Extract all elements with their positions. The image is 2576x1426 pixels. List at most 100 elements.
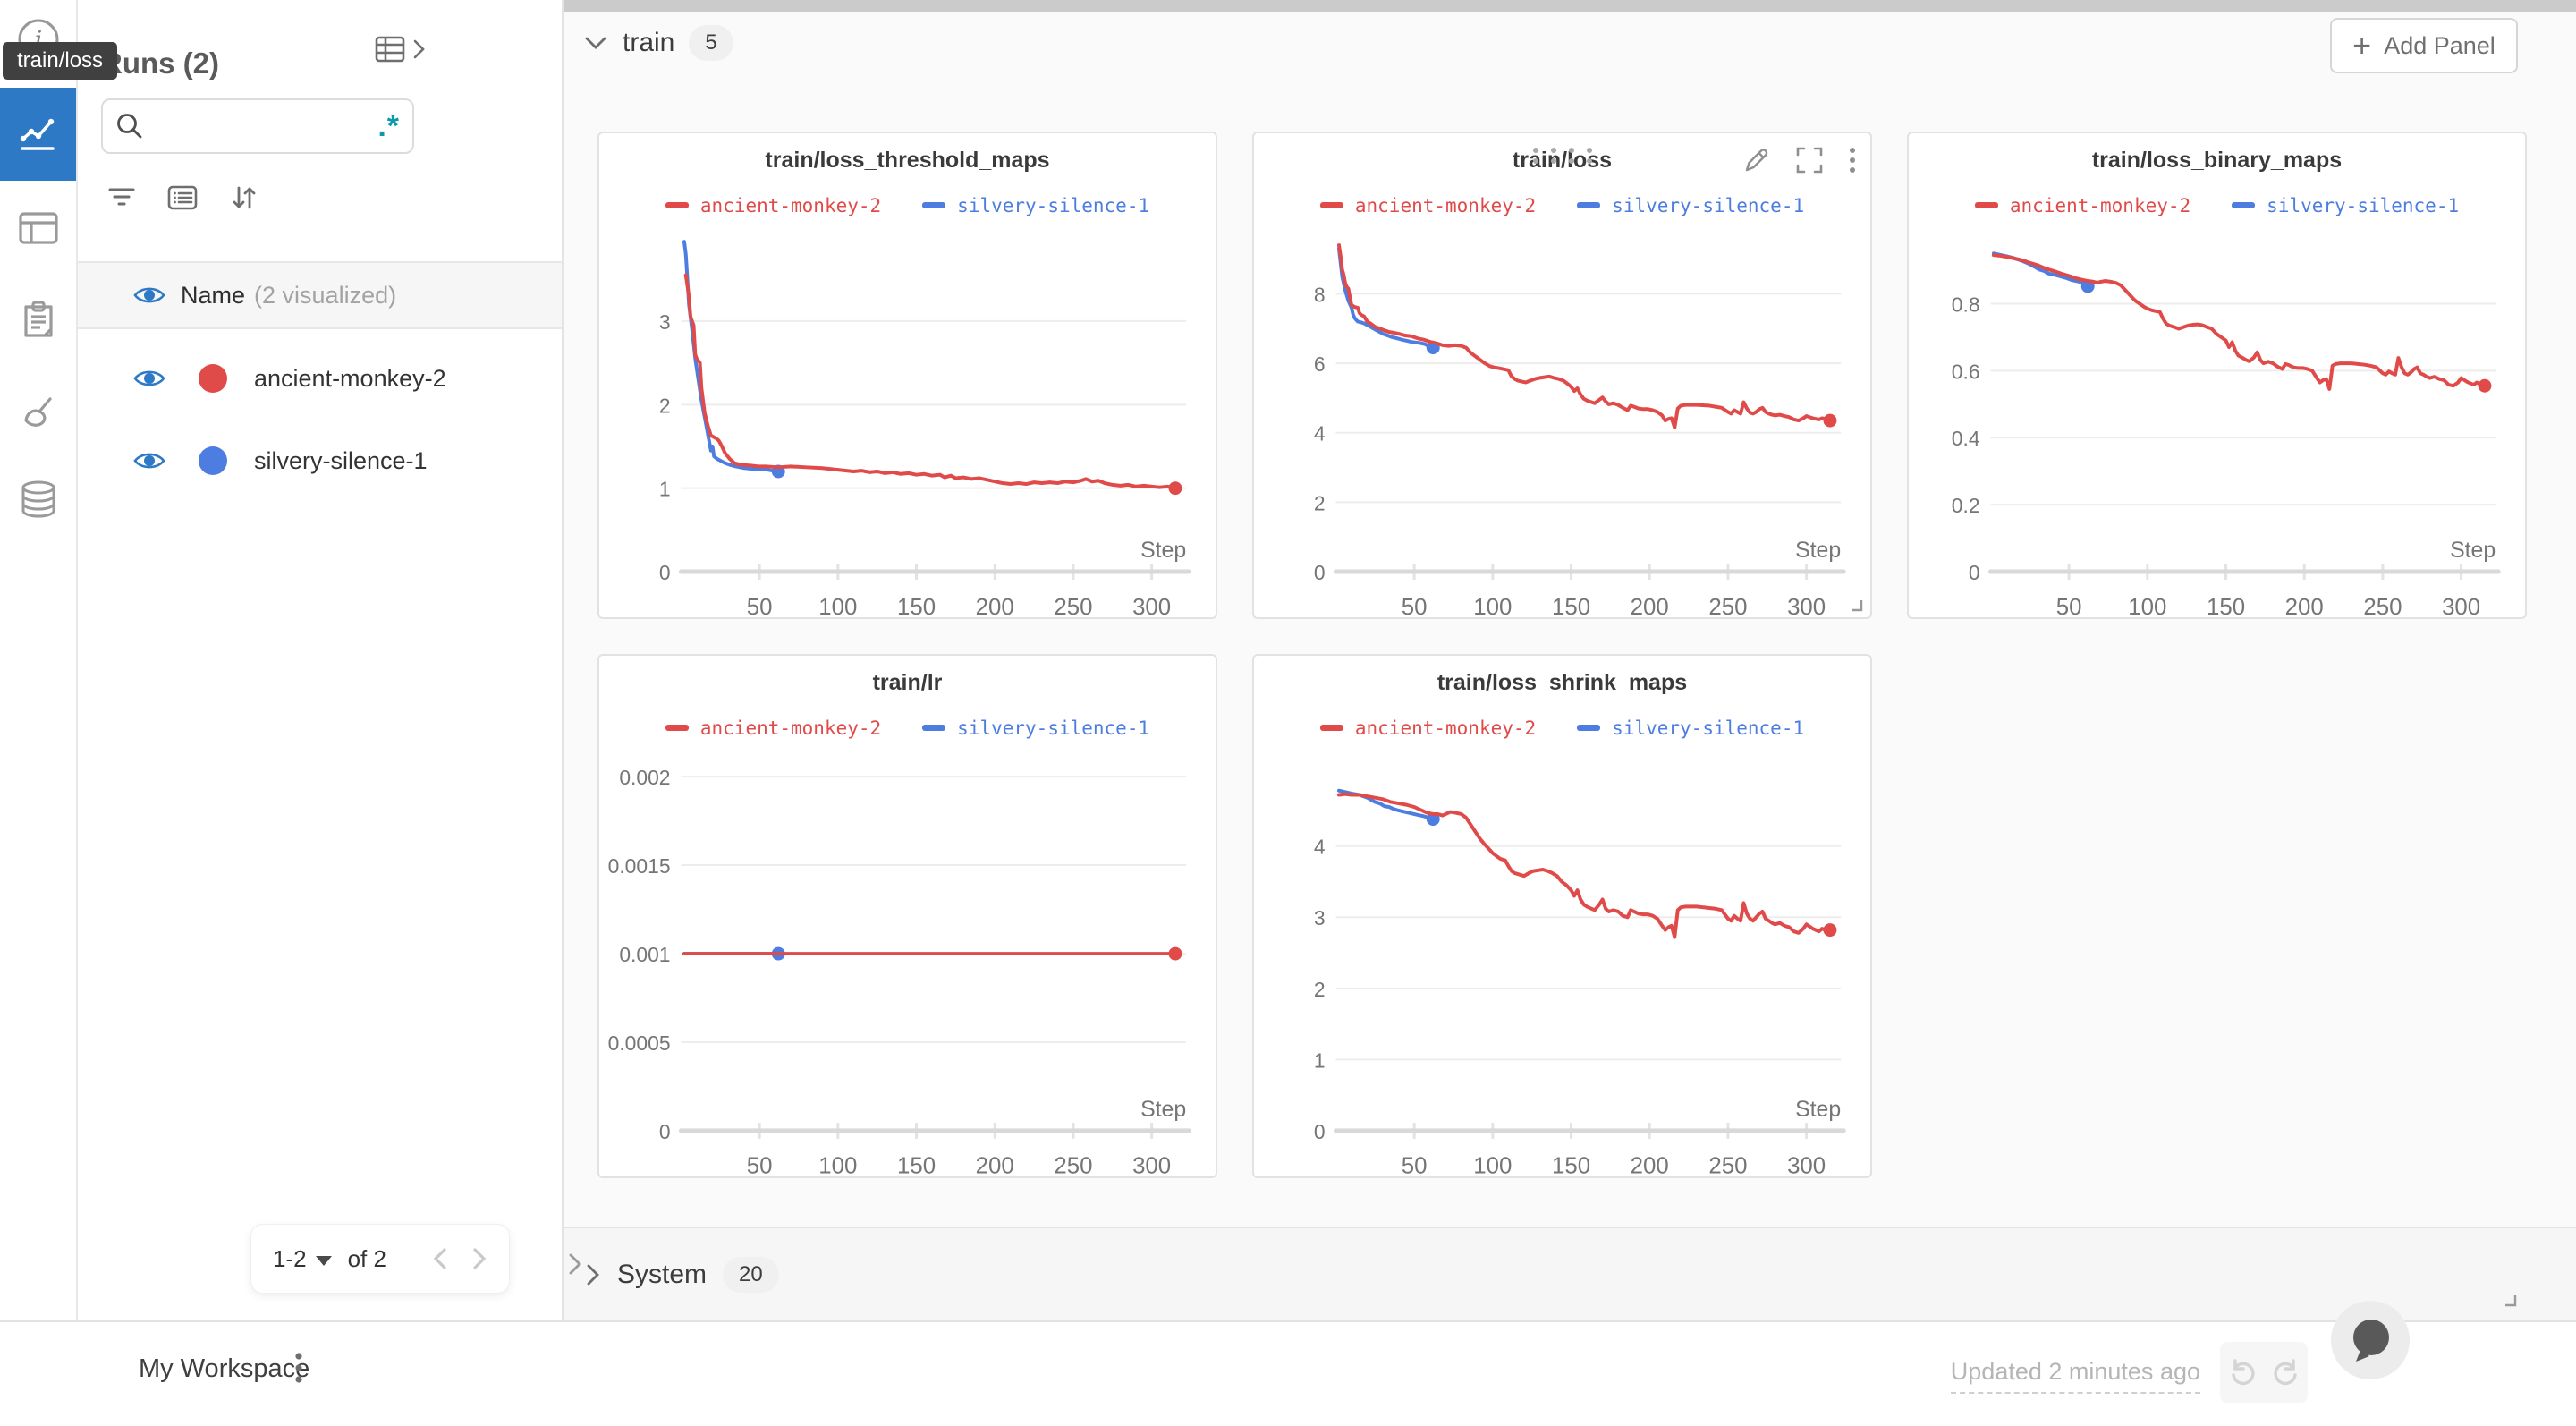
pagination-range[interactable]: 1-2 bbox=[273, 1244, 307, 1272]
legend-item[interactable]: silvery-silence-1 bbox=[2232, 195, 2459, 216]
legend-dash-icon bbox=[1577, 202, 1601, 209]
series-line-silvery-silence-1 bbox=[682, 239, 781, 473]
legend-dash-icon bbox=[922, 202, 946, 209]
legend-dash-icon bbox=[665, 202, 689, 209]
eye-icon[interactable] bbox=[132, 284, 166, 307]
chart-title: train/lr bbox=[872, 670, 943, 695]
chart-legend: ancient-monkey-2 silvery-silence-1 bbox=[1909, 192, 2525, 219]
legend-item[interactable]: ancient-monkey-2 bbox=[1319, 717, 1536, 739]
legend-item[interactable]: ancient-monkey-2 bbox=[1319, 195, 1536, 216]
redo-button[interactable] bbox=[2264, 1342, 2308, 1403]
filter-button[interactable] bbox=[108, 184, 135, 211]
svg-text:100: 100 bbox=[1473, 1153, 1512, 1178]
legend-run-label: ancient-monkey-2 bbox=[699, 717, 882, 739]
legend-item[interactable]: ancient-monkey-2 bbox=[665, 195, 881, 216]
svg-text:100: 100 bbox=[818, 1153, 857, 1178]
svg-text:0.4: 0.4 bbox=[1952, 427, 1980, 450]
run-row[interactable]: ancient-monkey-2 bbox=[76, 340, 562, 417]
chevron-right-icon bbox=[585, 1262, 601, 1287]
system-section-header[interactable]: System 20 bbox=[564, 1227, 2576, 1322]
legend-item[interactable]: ancient-monkey-2 bbox=[665, 717, 881, 739]
svg-text:i: i bbox=[34, 27, 41, 54]
svg-text:250: 250 bbox=[1708, 595, 1747, 620]
fullscreen-icon[interactable] bbox=[1795, 146, 1824, 174]
chart-plot[interactable]: 0 2 4 6 8 50 100 150 200 250 300 Step bbox=[1254, 219, 1870, 628]
help-chat-button[interactable] bbox=[2331, 1301, 2410, 1379]
run-list-header-row[interactable]: Name (2 visualized) bbox=[76, 261, 562, 329]
legend-item[interactable]: silvery-silence-1 bbox=[1577, 195, 1804, 216]
regex-toggle[interactable]: .* bbox=[377, 109, 400, 143]
svg-text:0.002: 0.002 bbox=[619, 766, 670, 789]
sidebar-expand-chevron-icon[interactable] bbox=[567, 1251, 583, 1277]
chart-plot[interactable]: 0 1 2 3 4 50 100 150 200 250 300 Step bbox=[1254, 742, 1870, 1187]
rail-item-sweeps[interactable] bbox=[0, 374, 76, 454]
pagination-next-button[interactable] bbox=[471, 1246, 487, 1271]
chart-plot[interactable]: 0 0.0005 0.001 0.0015 0.002 50 100 150 200 250 300… bbox=[599, 742, 1216, 1187]
expand-runs-table-button[interactable] bbox=[375, 34, 427, 64]
horizontal-scrollbar[interactable] bbox=[564, 0, 2576, 12]
chart-panel-loss-shrink-maps[interactable]: train/loss_shrink_maps ancient-monkey-2 s… bbox=[1252, 654, 1872, 1178]
svg-text:50: 50 bbox=[747, 595, 773, 620]
workspace-kebab-menu-icon[interactable] bbox=[295, 1351, 302, 1385]
eye-icon[interactable] bbox=[132, 367, 166, 390]
caret-down-icon[interactable] bbox=[315, 1255, 332, 1266]
chart-area[interactable]: 0 0.0005 0.001 0.0015 0.002 50 100 150 200 250 300… bbox=[599, 742, 1216, 1187]
svg-text:150: 150 bbox=[2207, 595, 2245, 620]
chart-plot[interactable]: 0 1 2 3 50 100 150 200 250 300 Step bbox=[599, 219, 1216, 628]
undo-button[interactable] bbox=[2220, 1342, 2264, 1403]
section-label: train bbox=[623, 28, 675, 57]
columns-list-button[interactable] bbox=[167, 184, 198, 211]
legend-item[interactable]: silvery-silence-1 bbox=[922, 195, 1149, 216]
svg-text:200: 200 bbox=[1631, 595, 1669, 620]
edit-panel-button[interactable] bbox=[1743, 147, 1770, 174]
section-resize-handle[interactable] bbox=[2504, 1294, 2517, 1307]
chart-panel-loss[interactable]: train/loss ancient-monkey-2 silvery-silen… bbox=[1252, 132, 1872, 620]
panel-tooltip: train/loss bbox=[3, 42, 118, 81]
chart-area[interactable]: 0 0.2 0.4 0.6 0.8 50 100 150 200 250 300 Step bbox=[1909, 219, 2525, 628]
chart-plot[interactable]: 0 0.2 0.4 0.6 0.8 50 100 150 200 250 300 Step bbox=[1909, 219, 2525, 628]
chart-area[interactable]: 0 1 2 3 4 50 100 150 200 250 300 Step bbox=[1254, 742, 1870, 1187]
svg-text:1: 1 bbox=[659, 477, 671, 500]
chart-panel-loss-threshold-maps[interactable]: train/loss_threshold_maps ancient-monkey… bbox=[597, 132, 1217, 620]
legend-dash-icon bbox=[665, 725, 689, 732]
chart-area[interactable]: 0 1 2 3 50 100 150 200 250 300 Step bbox=[599, 219, 1216, 628]
svg-text:0.001: 0.001 bbox=[619, 943, 670, 966]
rail-item-workspace-charts[interactable] bbox=[0, 88, 76, 181]
run-search-box: .* bbox=[101, 98, 414, 154]
chart-panel-lr[interactable]: train/lr ancient-monkey-2 silvery-silence… bbox=[597, 654, 1217, 1178]
svg-text:50: 50 bbox=[747, 1153, 773, 1178]
sort-button[interactable] bbox=[230, 183, 258, 212]
chart-area[interactable]: 0 2 4 6 8 50 100 150 200 250 300 Step bbox=[1254, 219, 1870, 628]
rail-item-artifacts[interactable] bbox=[0, 460, 76, 540]
svg-text:250: 250 bbox=[1054, 1153, 1092, 1178]
svg-text:Step: Step bbox=[1140, 1098, 1186, 1122]
pagination-prev-button[interactable] bbox=[432, 1246, 448, 1271]
workspace-footer-bar: My Workspace Updated 2 minutes ago bbox=[0, 1320, 2576, 1426]
workspace-title[interactable]: My Workspace bbox=[139, 1354, 310, 1383]
series-line-ancient-monkey-2 bbox=[1336, 792, 1832, 939]
legend-item[interactable]: ancient-monkey-2 bbox=[1974, 195, 2190, 216]
chart-title: train/loss_threshold_maps bbox=[765, 148, 1050, 173]
rail-item-logs[interactable] bbox=[0, 279, 76, 360]
drag-handle-icon[interactable] bbox=[1529, 144, 1597, 167]
svg-text:300: 300 bbox=[1132, 1153, 1171, 1178]
train-section-header[interactable]: train 5 bbox=[583, 25, 733, 61]
chart-legend: ancient-monkey-2 silvery-silence-1 bbox=[1254, 192, 1870, 219]
legend-item[interactable]: silvery-silence-1 bbox=[922, 717, 1149, 739]
last-updated-label[interactable]: Updated 2 minutes ago bbox=[1950, 1358, 2200, 1394]
kebab-menu-icon[interactable] bbox=[1849, 146, 1856, 174]
eye-icon[interactable] bbox=[132, 449, 166, 472]
panel-resize-handle[interactable] bbox=[1850, 598, 1863, 612]
rail-item-tables[interactable] bbox=[0, 188, 76, 268]
search-icon bbox=[115, 112, 144, 140]
legend-dash-icon bbox=[1319, 725, 1343, 732]
undo-redo-group bbox=[2220, 1342, 2308, 1403]
add-panel-button[interactable]: + Add Panel bbox=[2330, 18, 2518, 73]
svg-text:0: 0 bbox=[1314, 561, 1326, 584]
run-name[interactable]: ancient-monkey-2 bbox=[254, 364, 446, 392]
chart-panel-loss-binary-maps[interactable]: train/loss_binary_maps ancient-monkey-2 s… bbox=[1907, 132, 2527, 620]
run-name[interactable]: silvery-silence-1 bbox=[254, 446, 428, 474]
legend-item[interactable]: silvery-silence-1 bbox=[1577, 717, 1804, 739]
run-search-input[interactable] bbox=[153, 111, 378, 141]
run-row[interactable]: silvery-silence-1 bbox=[76, 422, 562, 499]
